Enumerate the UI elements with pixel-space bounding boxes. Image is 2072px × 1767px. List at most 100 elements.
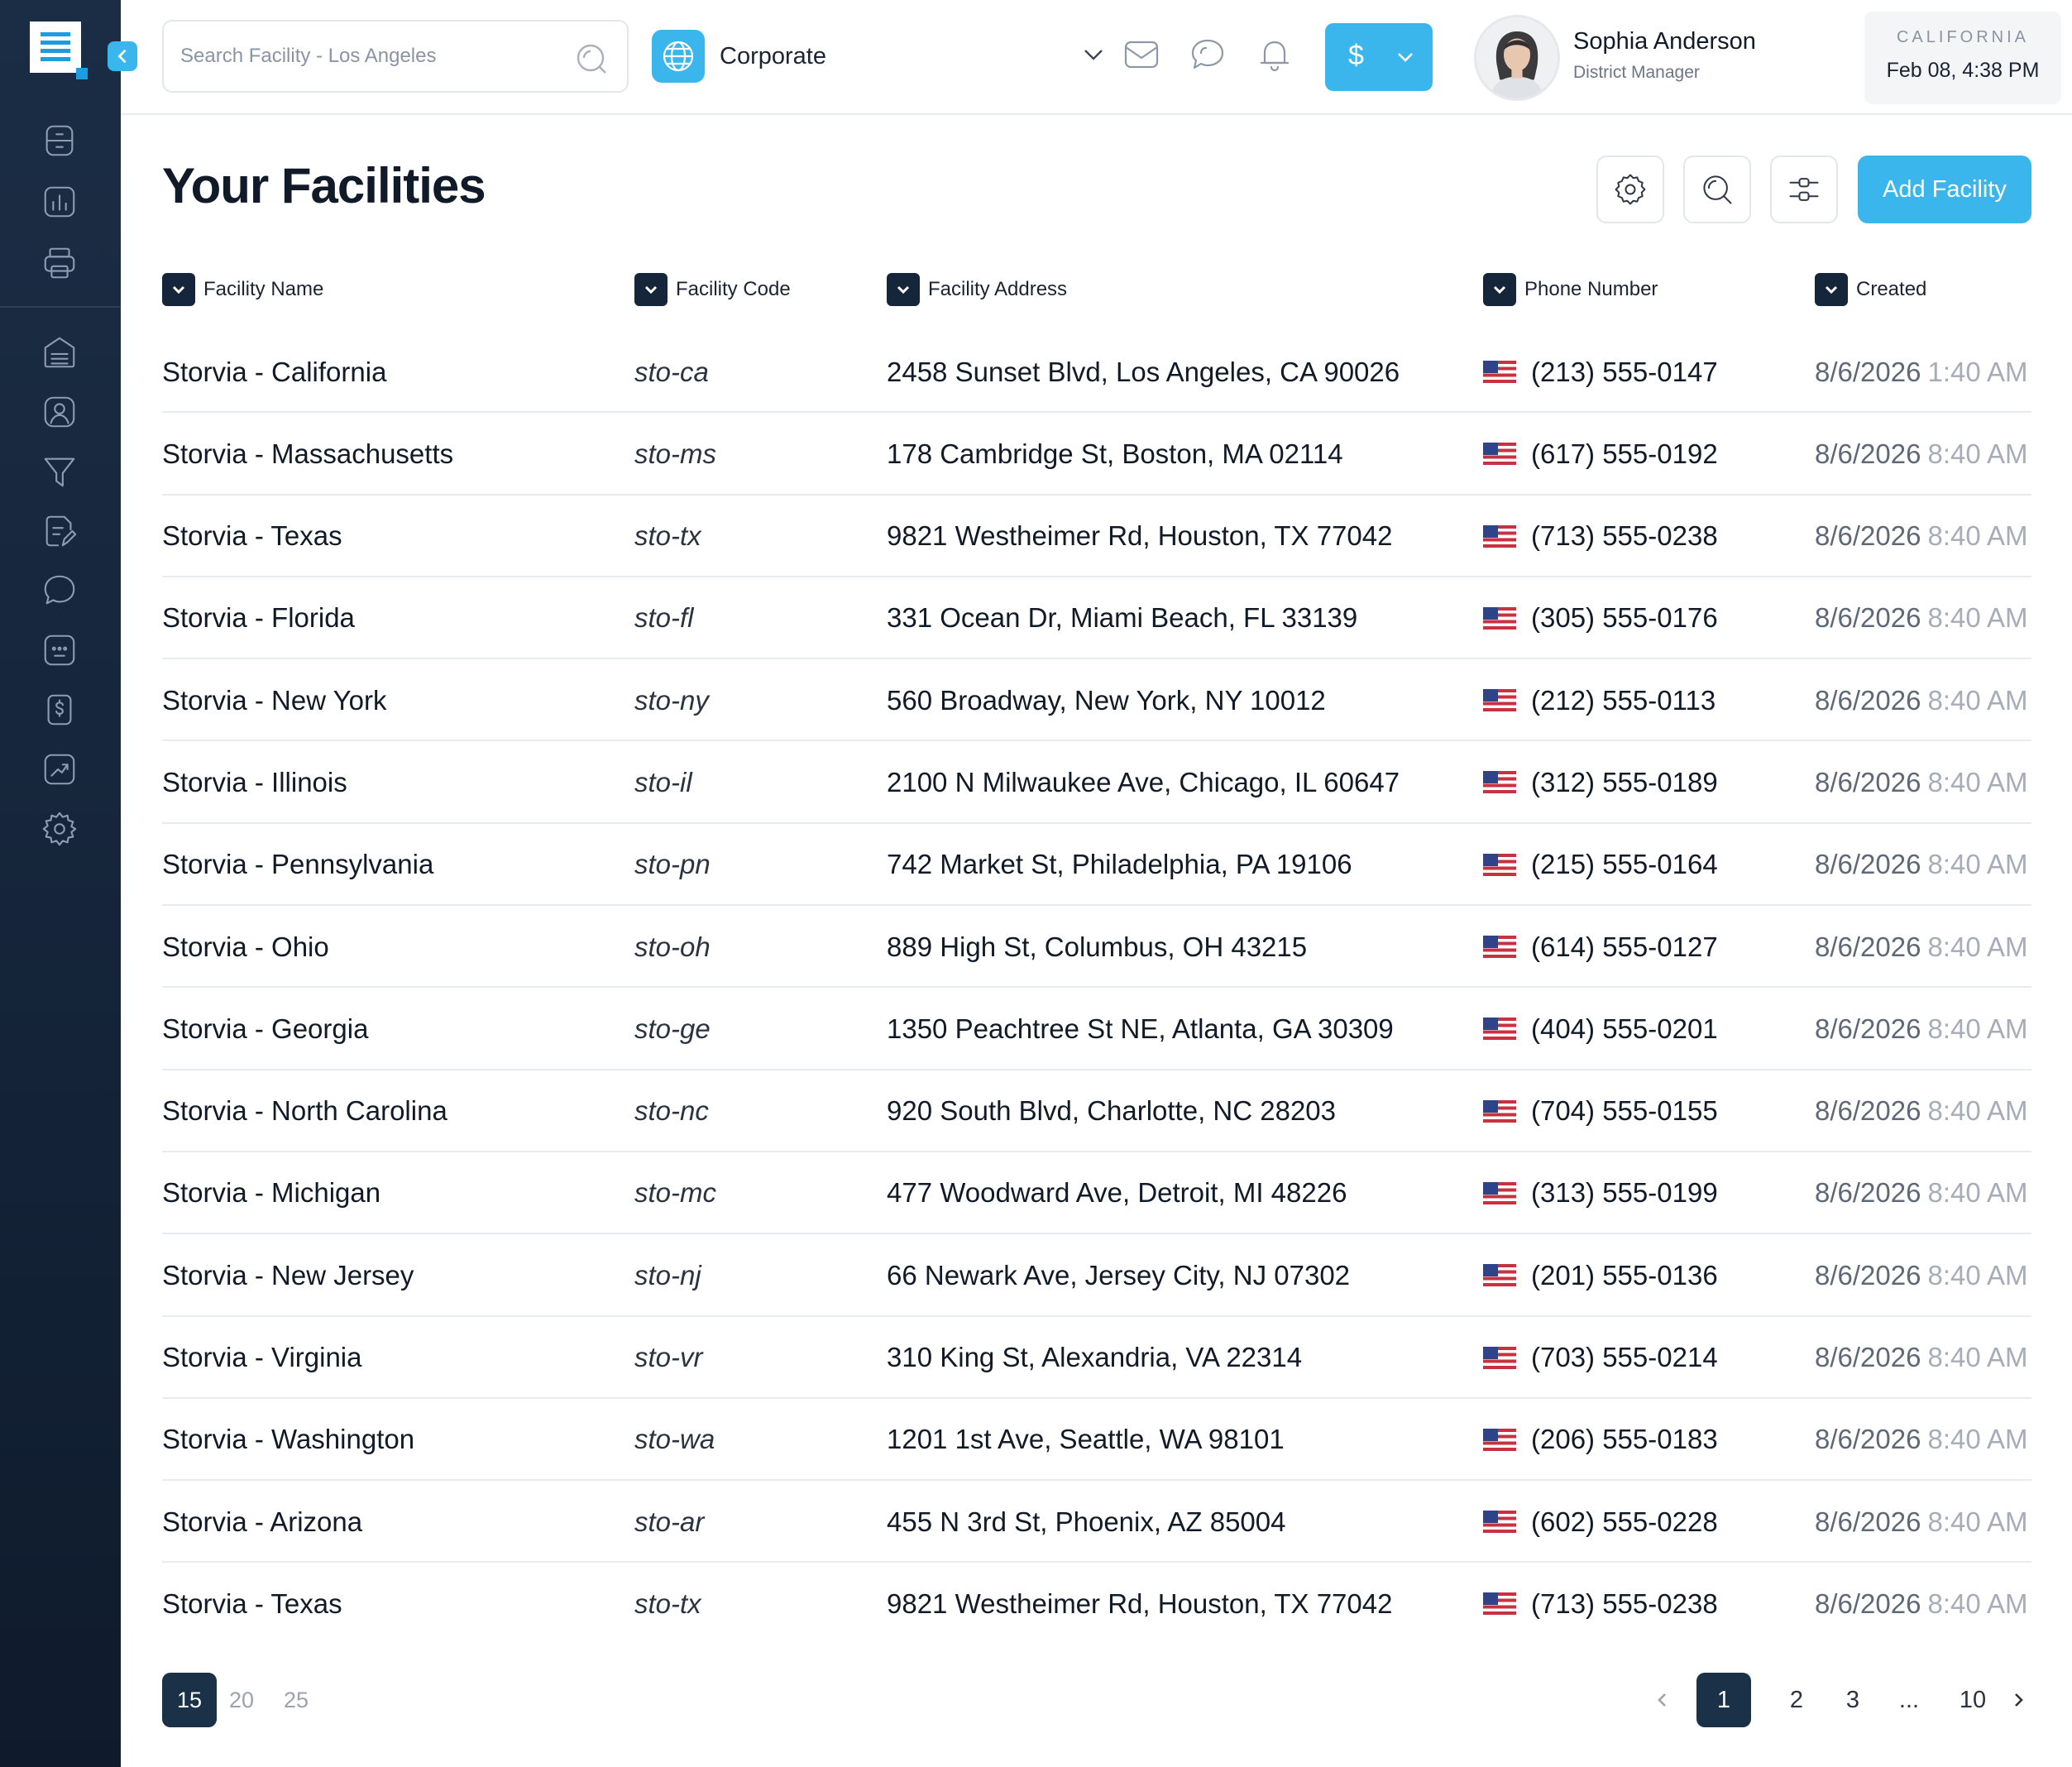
add-facility-button[interactable]: Add Facility xyxy=(1858,156,2031,223)
sidebar-item-dashboard[interactable] xyxy=(40,121,79,160)
sidebar-item-documents[interactable] xyxy=(40,511,79,551)
facility-code: sto-pn xyxy=(634,849,711,880)
organization-select[interactable]: Corporate xyxy=(652,30,1115,83)
table-row[interactable]: Storvia - Texas sto-tx 9821 Westheimer R… xyxy=(162,496,2031,577)
table-row[interactable]: Storvia - Washington sto-wa 1201 1st Ave… xyxy=(162,1399,2031,1482)
search-button[interactable] xyxy=(1683,156,1751,223)
prev-page-button[interactable] xyxy=(1648,1673,1677,1727)
table-row[interactable]: Storvia - Arizona sto-ar 455 N 3rd St, P… xyxy=(162,1481,2031,1563)
created-at: 8/6/2026 8:40 AM xyxy=(1815,684,2028,716)
facility-code: sto-nj xyxy=(634,1259,701,1291)
facility-address: 178 Cambridge St, Boston, MA 02114 xyxy=(887,438,1343,469)
user-menu[interactable]: Sophia Anderson District Manager xyxy=(1474,15,1954,101)
sliders-icon xyxy=(1789,178,1819,201)
created-at: 8/6/2026 8:40 AM xyxy=(1815,438,2028,469)
table-row[interactable]: Storvia - California sto-ca 2458 Sunset … xyxy=(162,331,2031,414)
table-row[interactable]: Storvia - Massachusetts sto-ms 178 Cambr… xyxy=(162,413,2031,496)
chevron-left-icon xyxy=(1658,1693,1666,1707)
table-row[interactable]: Storvia - Pennsylvania sto-pn 742 Market… xyxy=(162,824,2031,907)
created-at: 8/6/2026 8:40 AM xyxy=(1815,602,2028,634)
column-header-facility-address[interactable]: Facility Address xyxy=(887,271,1067,308)
chevron-down-icon[interactable] xyxy=(887,273,920,306)
facility-code: sto-wa xyxy=(634,1424,715,1455)
table-row[interactable]: Storvia - Virginia sto-vr 310 King St, A… xyxy=(162,1317,2031,1399)
search-input[interactable] xyxy=(180,36,569,76)
facility-name: Storvia - Virginia xyxy=(162,1342,362,1373)
page-button[interactable]: 10 xyxy=(1959,1686,1987,1713)
currency-dropdown-button[interactable]: $ xyxy=(1325,23,1433,91)
settings-button[interactable] xyxy=(1596,156,1664,223)
filter-icon xyxy=(44,457,75,487)
sidebar-item-settings[interactable] xyxy=(40,809,79,849)
column-header-facility-code[interactable]: Facility Code xyxy=(634,271,791,308)
table-row[interactable]: Storvia - Texas sto-tx 9821 Westheimer R… xyxy=(162,1563,2031,1645)
phone-number: (704) 555-0155 xyxy=(1483,1070,1718,1152)
facility-name: Storvia - Washington xyxy=(162,1424,415,1455)
sidebar-item-users[interactable] xyxy=(40,392,79,432)
chevron-down-icon[interactable] xyxy=(1815,273,1848,306)
page-size-option[interactable]: 20 xyxy=(228,1687,255,1712)
chevron-down-icon[interactable] xyxy=(634,273,668,306)
sidebar-item-facilities[interactable] xyxy=(40,333,79,372)
bell-icon[interactable] xyxy=(1253,33,1296,76)
chat-icon[interactable] xyxy=(1186,33,1229,76)
facility-code: sto-fl xyxy=(634,602,694,634)
sidebar-item-support[interactable] xyxy=(40,630,79,670)
table-row[interactable]: Storvia - Georgia sto-ge 1350 Peachtree … xyxy=(162,988,2031,1070)
facility-address: 2100 N Milwaukee Ave, Chicago, IL 60647 xyxy=(887,766,1400,797)
page-button[interactable]: 1 xyxy=(1696,1673,1751,1727)
table-row[interactable]: Storvia - North Carolina sto-nc 920 Sout… xyxy=(162,1070,2031,1152)
phone-number: (617) 555-0192 xyxy=(1483,413,1718,495)
sidebar-item-messages[interactable] xyxy=(40,571,79,611)
facility-code: sto-nc xyxy=(634,1095,709,1127)
facility-code: sto-ny xyxy=(634,684,709,716)
column-header-phone-number[interactable]: Phone Number xyxy=(1483,271,1658,308)
us-flag-icon xyxy=(1483,771,1516,794)
sidebar-collapse-button[interactable] xyxy=(108,41,137,71)
page-button[interactable]: 3 xyxy=(1845,1686,1860,1713)
phone-number: (404) 555-0201 xyxy=(1483,988,1718,1070)
sidebar-item-reports[interactable] xyxy=(40,182,79,222)
page-button[interactable]: 2 xyxy=(1789,1686,1804,1713)
table-row[interactable]: Storvia - Ohio sto-oh 889 High St, Colum… xyxy=(162,906,2031,989)
trend-chart-icon xyxy=(44,754,75,785)
column-header-created[interactable]: Created xyxy=(1815,271,1926,308)
page-size-option[interactable]: 15 xyxy=(162,1673,217,1727)
created-at: 8/6/2026 8:40 AM xyxy=(1815,1095,2028,1127)
bar-chart-icon xyxy=(44,186,75,218)
search-icon[interactable] xyxy=(574,41,609,76)
table-row[interactable]: Storvia - Illinois sto-il 2100 N Milwauk… xyxy=(162,741,2031,824)
created-at: 8/6/2026 1:40 AM xyxy=(1815,356,2028,387)
filter-settings-button[interactable] xyxy=(1770,156,1838,223)
phone-number: (713) 555-0238 xyxy=(1483,496,1718,577)
sidebar-item-print[interactable] xyxy=(40,243,79,283)
facility-name: Storvia - North Carolina xyxy=(162,1095,447,1127)
us-flag-icon xyxy=(1483,689,1516,712)
table-row[interactable]: Storvia - Michigan sto-mc 477 Woodward A… xyxy=(162,1152,2031,1235)
chevron-down-icon[interactable] xyxy=(1483,273,1516,306)
phone-number: (713) 555-0238 xyxy=(1483,1563,1718,1645)
page-ellipsis: ... xyxy=(1898,1686,1920,1713)
facility-code: sto-oh xyxy=(634,931,711,962)
sidebar-item-analytics[interactable] xyxy=(40,749,79,789)
mail-icon[interactable] xyxy=(1120,33,1163,76)
user-role: District Manager xyxy=(1573,63,1700,82)
chevron-down-icon[interactable] xyxy=(162,273,195,306)
page-title: Your Facilities xyxy=(162,158,486,213)
facility-address: 331 Ocean Dr, Miami Beach, FL 33139 xyxy=(887,602,1358,634)
facility-name: Storvia - California xyxy=(162,356,387,387)
table-row[interactable]: Storvia - Florida sto-fl 331 Ocean Dr, M… xyxy=(162,577,2031,660)
us-flag-icon xyxy=(1483,1592,1516,1616)
phone-number: (206) 555-0183 xyxy=(1483,1399,1718,1481)
sidebar-item-filters[interactable] xyxy=(40,452,79,491)
next-page-button[interactable] xyxy=(2003,1673,2033,1727)
table-row[interactable]: Storvia - New York sto-ny 560 Broadway, … xyxy=(162,659,2031,742)
table-row[interactable]: Storvia - New Jersey sto-nj 66 Newark Av… xyxy=(162,1234,2031,1317)
chevron-down-icon xyxy=(1080,41,1107,68)
chevron-left-icon xyxy=(117,50,127,63)
page-size-option[interactable]: 25 xyxy=(283,1687,309,1712)
sidebar-item-billing[interactable] xyxy=(40,690,79,730)
facility-address: 66 Newark Ave, Jersey City, NJ 07302 xyxy=(887,1259,1351,1291)
column-header-facility-name[interactable]: Facility Name xyxy=(162,271,323,308)
app-logo[interactable] xyxy=(30,22,89,81)
